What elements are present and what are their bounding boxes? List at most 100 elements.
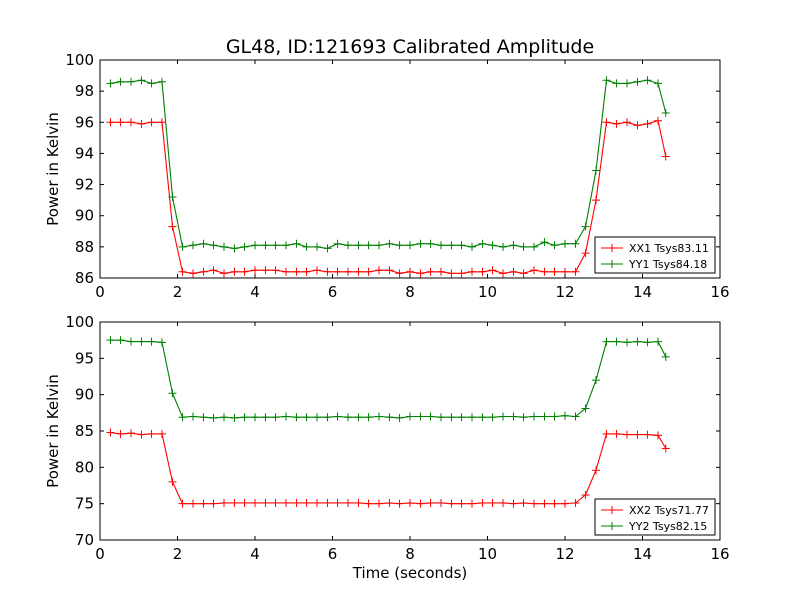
top-panel: 0 2 4 6 8 10 12 14 16 86 88 90 92 94 96 98 100 Power in K… — [44, 51, 730, 301]
data-point — [661, 352, 670, 361]
data-point — [282, 241, 290, 250]
data-point — [271, 241, 280, 250]
data-point — [189, 412, 197, 421]
x-tick-label: 16 — [710, 283, 729, 301]
data-point — [457, 499, 466, 508]
data-point — [106, 336, 115, 345]
data-point — [292, 413, 301, 422]
data-point — [633, 121, 642, 130]
data-point — [488, 266, 497, 275]
data-point — [251, 266, 259, 275]
data-point — [168, 389, 177, 398]
data-point — [375, 241, 383, 250]
data-point — [468, 499, 476, 508]
data-point — [354, 267, 363, 276]
data-point — [354, 241, 363, 250]
data-point — [602, 76, 611, 85]
data-point — [220, 269, 228, 278]
y-tick-label: 85 — [75, 422, 94, 440]
data-point — [519, 413, 528, 422]
data-point — [519, 269, 528, 278]
data-point — [230, 267, 239, 276]
data-point — [106, 428, 115, 437]
data-point — [426, 412, 435, 421]
data-point — [602, 118, 611, 127]
data-point — [230, 244, 239, 253]
data-point — [478, 498, 487, 507]
data-point — [127, 77, 135, 86]
data-point — [364, 499, 373, 508]
data-point — [457, 241, 466, 250]
legend-label: YY2 Tsys82.15 — [628, 520, 707, 533]
data-point — [499, 269, 507, 278]
y-tick-label: 100 — [65, 313, 94, 331]
data-point — [530, 242, 538, 251]
data-point — [447, 413, 456, 422]
data-point — [654, 431, 662, 440]
data-point — [395, 499, 404, 508]
data-point — [333, 498, 342, 507]
y-tick-label: 70 — [75, 531, 94, 549]
data-point — [199, 413, 208, 422]
data-point — [571, 498, 580, 507]
data-point — [437, 267, 445, 276]
data-point — [561, 239, 569, 248]
data-point — [581, 222, 590, 231]
data-point — [209, 241, 218, 250]
data-point — [478, 413, 487, 422]
data-point — [581, 249, 590, 258]
data-point — [344, 267, 352, 276]
data-point — [147, 337, 156, 346]
data-point — [499, 498, 507, 507]
data-point — [261, 241, 270, 250]
data-point — [220, 413, 228, 422]
data-point — [602, 337, 611, 346]
data-point — [550, 267, 559, 276]
data-point — [168, 477, 177, 486]
data-point — [447, 499, 456, 508]
data-point — [375, 266, 383, 275]
x-tick-label: 10 — [478, 283, 497, 301]
data-point — [137, 337, 146, 346]
data-point — [282, 412, 290, 421]
data-point — [209, 266, 218, 275]
x-tick-label: 12 — [555, 283, 574, 301]
data-point — [509, 267, 518, 276]
data-point — [199, 239, 208, 248]
data-point — [426, 498, 435, 507]
data-point — [416, 239, 425, 248]
x-tick-label: 6 — [328, 283, 338, 301]
data-point — [395, 413, 404, 422]
data-point — [488, 498, 497, 507]
data-point — [271, 266, 280, 275]
data-point — [344, 413, 352, 422]
x-tick-label: 8 — [405, 283, 415, 301]
data-point — [468, 267, 476, 276]
data-point — [499, 412, 507, 421]
data-point — [251, 413, 259, 422]
data-point — [292, 267, 301, 276]
legend-label: XX2 Tsys71.77 — [629, 504, 709, 517]
data-point — [643, 76, 652, 85]
data-point — [406, 498, 414, 507]
data-point — [158, 338, 166, 347]
y-tick-label: 75 — [75, 495, 94, 513]
data-point — [540, 238, 549, 247]
data-point — [661, 108, 670, 117]
data-point — [654, 116, 662, 125]
data-point — [447, 241, 456, 250]
data-point — [385, 498, 394, 507]
data-point — [189, 269, 197, 278]
data-point — [240, 413, 249, 422]
data-point — [488, 241, 497, 250]
data-point — [168, 193, 177, 202]
data-point — [344, 241, 352, 250]
data-point — [137, 119, 146, 128]
legend-label: XX1 Tsys83.11 — [629, 242, 709, 255]
y-tick-label: 92 — [75, 176, 94, 194]
data-point — [661, 444, 670, 453]
data-point — [209, 413, 218, 422]
data-point — [364, 413, 373, 422]
x-tick-label: 0 — [95, 283, 105, 301]
y-tick-label: 80 — [75, 458, 94, 476]
